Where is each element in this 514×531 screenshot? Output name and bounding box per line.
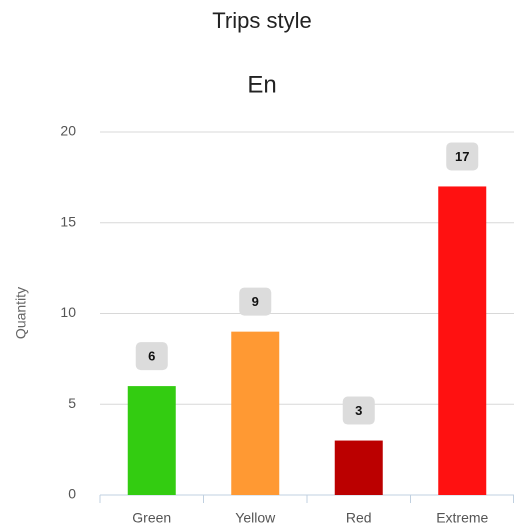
- data-label: 9: [252, 294, 259, 309]
- data-label-box: [239, 287, 272, 316]
- y-tick-label: 5: [68, 395, 76, 411]
- data-label-box: [135, 342, 168, 371]
- data-label: 3: [355, 403, 362, 418]
- x-tick-label: Red: [346, 510, 372, 526]
- data-label: 6: [148, 349, 155, 364]
- data-label-box: [342, 396, 375, 425]
- chart-title: Trips style: [212, 8, 311, 33]
- y-axis-label: Quantity: [13, 287, 29, 339]
- y-tick-label: 10: [60, 304, 76, 320]
- bar: [438, 186, 487, 495]
- data-label: 17: [455, 149, 469, 164]
- bar: [231, 331, 280, 495]
- x-tick-label: Yellow: [235, 510, 276, 526]
- bar: [334, 440, 383, 495]
- x-tick-label: Extreme: [436, 510, 488, 526]
- data-label-box: [446, 142, 479, 171]
- y-tick-label: 15: [60, 213, 76, 229]
- y-tick-label: 0: [68, 486, 76, 502]
- chart-subtitle: En: [247, 71, 276, 98]
- bar: [127, 386, 176, 495]
- x-tick-label: Green: [132, 510, 171, 526]
- y-tick-label: 20: [60, 123, 76, 139]
